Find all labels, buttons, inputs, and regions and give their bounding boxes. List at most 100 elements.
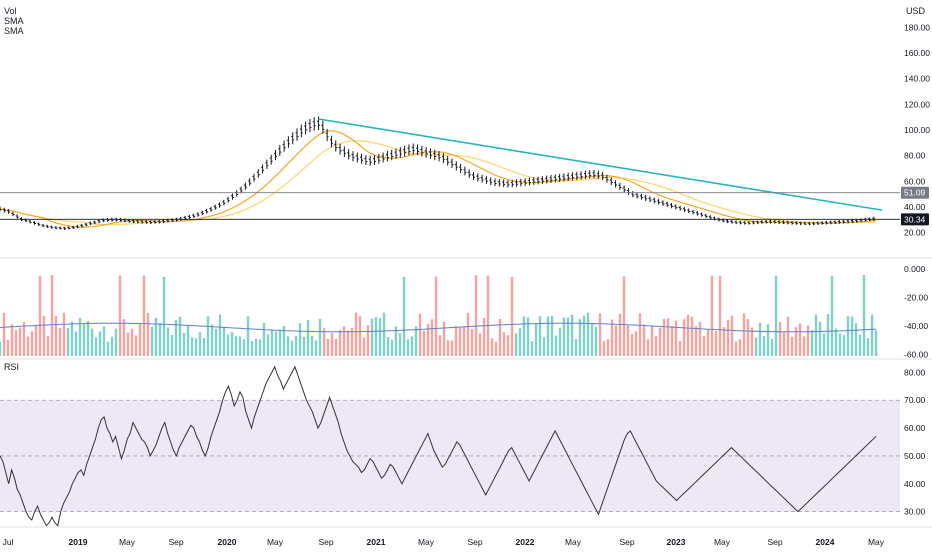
volume-bar: [46, 336, 50, 356]
volume-bar: [186, 325, 190, 356]
volume-bar: [802, 336, 806, 356]
volume-bar: [458, 327, 462, 356]
volume-bar: [18, 327, 22, 356]
volume-bar: [530, 341, 534, 356]
volume-bar: [658, 327, 662, 356]
volume-bar: [10, 324, 14, 356]
volume-bar: [790, 336, 794, 356]
volume-bar: [814, 314, 818, 356]
volume-bar: [258, 339, 262, 356]
volume-bar: [226, 334, 230, 356]
volume-bar: [374, 317, 378, 356]
volume-bar: [706, 329, 710, 356]
volume-bar: [810, 330, 814, 356]
volume-bar: [626, 325, 630, 356]
volume-bar: [298, 323, 302, 356]
volume-bar: [526, 317, 530, 356]
volume-bar: [282, 325, 286, 356]
volume-bar: [410, 336, 414, 356]
x-tick-label: May: [868, 537, 885, 547]
volume-bar: [146, 312, 150, 356]
volume-tick-label: -20.00: [904, 293, 928, 303]
volume-bar: [826, 313, 830, 356]
volume-bar: [450, 340, 454, 356]
volume-bar: [158, 323, 162, 356]
x-tick-label: 2023: [667, 537, 686, 547]
volume-bar: [470, 329, 474, 356]
x-tick-label: 2022: [516, 537, 535, 547]
volume-bar: [570, 314, 574, 356]
volume-bar: [638, 313, 642, 356]
volume-bar: [818, 321, 822, 356]
volume-bar: [698, 321, 702, 356]
x-tick-label: 2019: [69, 537, 88, 547]
volume-bar: [150, 327, 154, 356]
volume-bar: [266, 334, 270, 356]
volume-bar: [214, 329, 218, 356]
volume-bar: [70, 321, 74, 356]
volume-bar: [478, 333, 482, 356]
volume-bar: [434, 276, 438, 356]
volume-bar: [350, 327, 354, 356]
volume-bar: [774, 275, 778, 356]
price-tick-label: 180.00: [904, 22, 930, 32]
price-level-badge: [901, 186, 929, 199]
volume-bar: [30, 331, 34, 356]
volume-bar: [6, 339, 10, 356]
x-tick-label: 2020: [218, 537, 237, 547]
volume-bar: [674, 320, 678, 356]
volume-bar: [274, 331, 278, 356]
volume-bar: [618, 313, 622, 356]
legend-vol: Vol: [4, 6, 17, 16]
volume-bar: [702, 336, 706, 356]
x-tick-label: Sep: [467, 537, 482, 547]
rsi-tick-label: 40.00: [904, 479, 926, 489]
volume-bar: [466, 313, 470, 356]
volume-bar: [686, 314, 690, 356]
volume-bar: [122, 319, 126, 356]
volume-bar: [246, 316, 250, 356]
volume-bar: [370, 318, 374, 356]
volume-bar: [718, 275, 722, 356]
price-tick-label: 140.00: [904, 74, 930, 84]
volume-bar: [834, 328, 838, 356]
price-tick-label: 160.00: [904, 48, 930, 58]
volume-bar: [190, 337, 194, 356]
price-legend: Vol SMA SMA: [4, 6, 24, 36]
price-level-label: 51.09: [904, 188, 926, 198]
volume-bar: [634, 331, 638, 356]
volume-bar: [758, 322, 762, 356]
volume-bar: [182, 332, 186, 356]
volume-bar: [142, 275, 146, 356]
volume-bar: [678, 341, 682, 356]
volume-bar: [378, 318, 382, 356]
volume-bar: [86, 321, 90, 356]
volume-bar: [590, 322, 594, 356]
volume-bar: [198, 332, 202, 356]
volume-bar: [58, 327, 62, 356]
volume-bar: [126, 332, 130, 356]
x-tick-label: 2021: [367, 537, 386, 547]
volume-bar: [426, 323, 430, 356]
volume-bar: [422, 330, 426, 356]
volume-bar: [230, 332, 234, 356]
volume-bar: [690, 316, 694, 356]
volume-bar: [446, 340, 450, 356]
volume-bar: [290, 340, 294, 356]
volume-bar: [558, 327, 562, 356]
volume-bar: [650, 325, 654, 356]
price-tick-label: 100.00: [904, 125, 930, 135]
volume-bar: [594, 326, 598, 356]
volume-panel: [0, 274, 878, 356]
volume-bar: [642, 324, 646, 356]
volume-bar: [654, 336, 658, 356]
volume-bar: [342, 326, 346, 356]
currency-label: USD: [906, 6, 926, 16]
volume-bar: [798, 323, 802, 356]
volume-bar: [566, 317, 570, 356]
volume-bar: [738, 339, 742, 356]
volume-bar: [366, 325, 370, 356]
y-axes: 20.00 40.00 60.00 80.00 100.00 120.00 140.00 16…: [904, 22, 930, 516]
